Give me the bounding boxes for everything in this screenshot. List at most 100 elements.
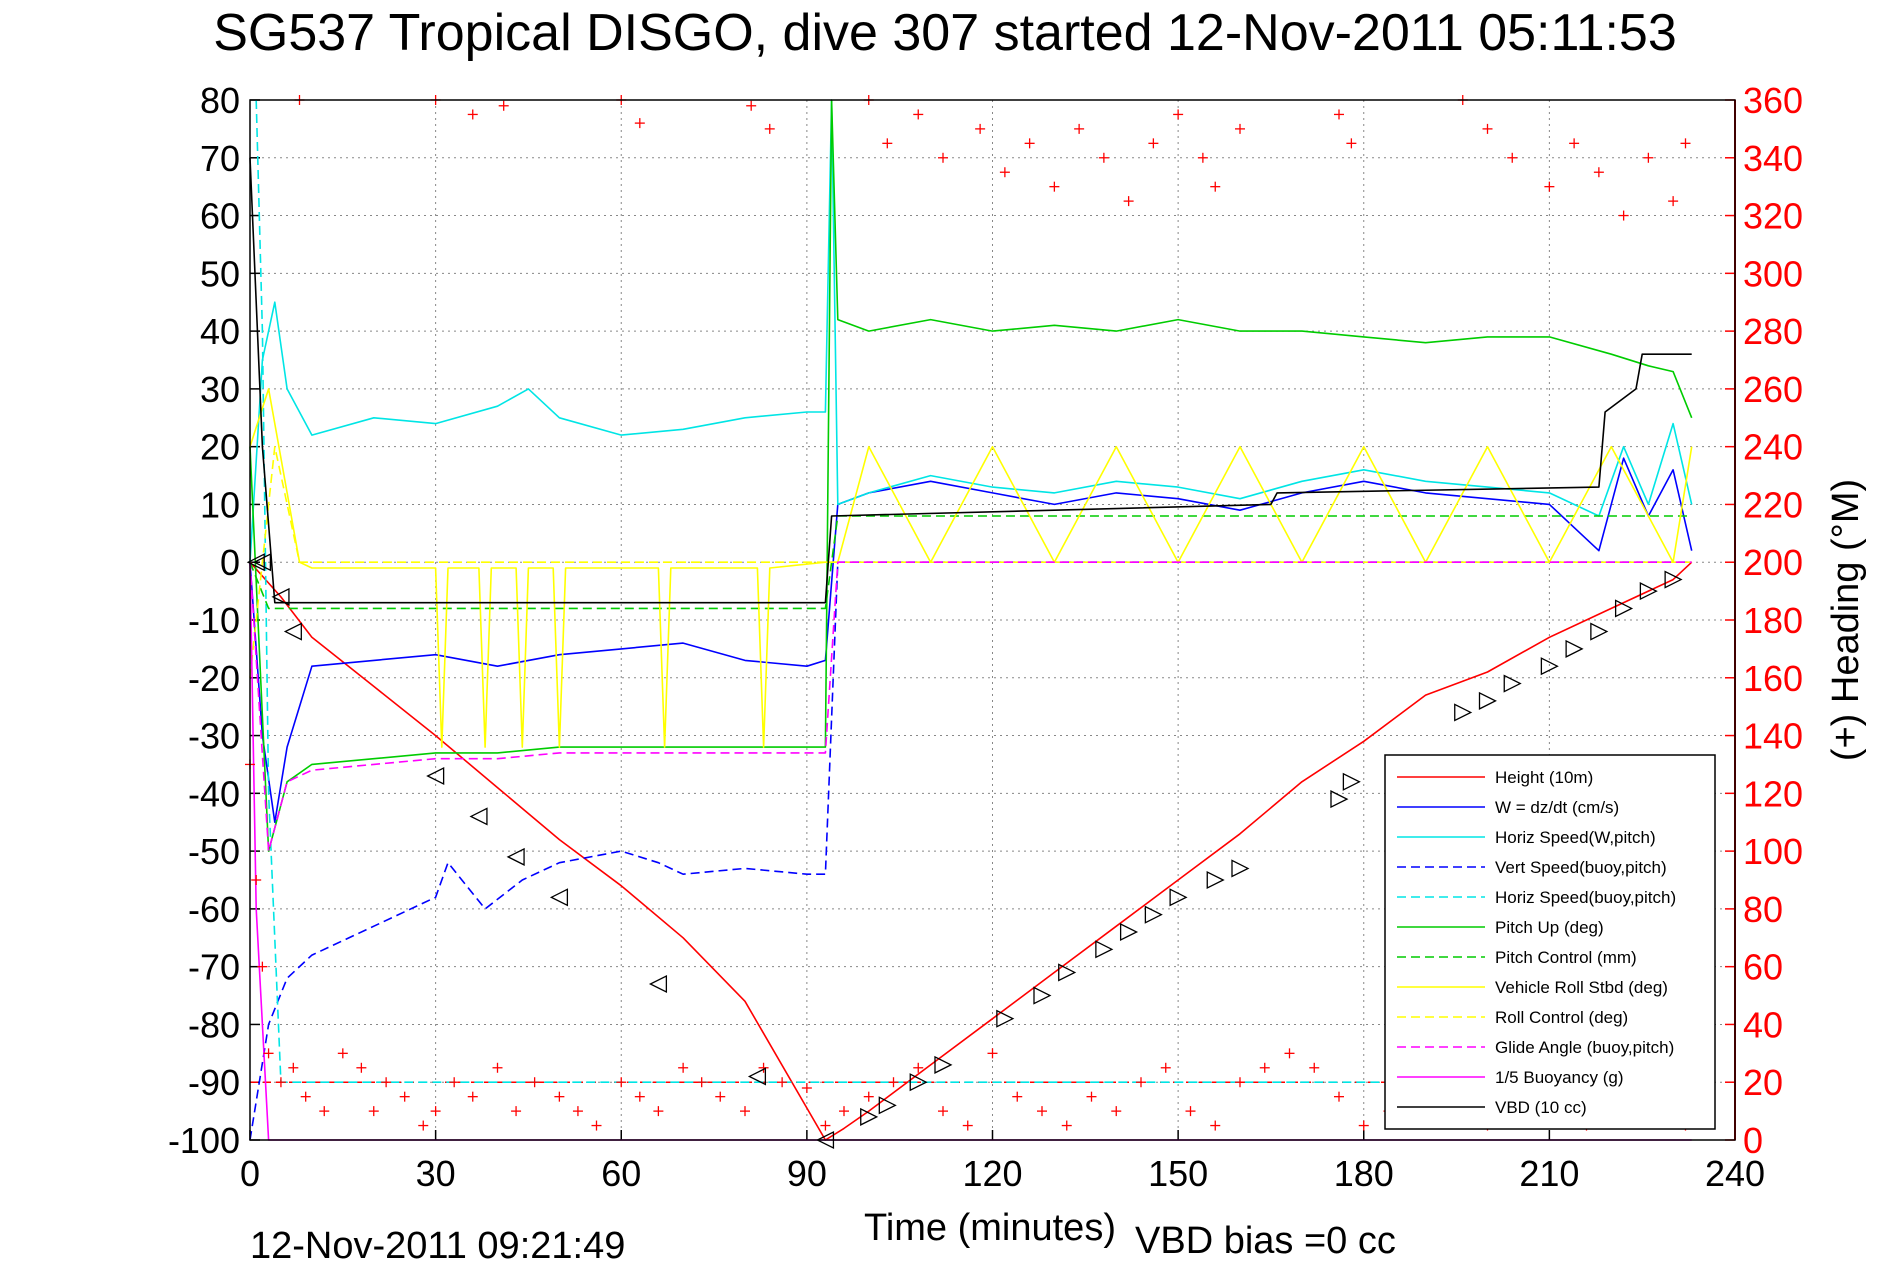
heading-point [1098,152,1109,163]
plot-frame [249,99,1736,1141]
x-tick-label: 210 [1519,1153,1579,1194]
series-line-glide-angle-buoy-pitch [249,561,1692,852]
depth-marker [1540,657,1559,676]
y-left-tick-label: -40 [188,773,240,814]
heading-point [1668,196,1679,207]
heading-point [1680,138,1691,149]
depth-marker [246,553,265,572]
y-right-tick-label: 320 [1743,196,1803,237]
legend-label: Pitch Up (deg) [1495,918,1604,937]
depth-marker [909,1073,928,1092]
depth-marker [252,553,272,572]
heading-point [1173,109,1184,120]
series-line-horiz-speed-w-pitch [249,99,1693,563]
marker-layer [246,553,1683,1150]
depth-marker [1330,790,1349,809]
heading-point [529,1077,540,1088]
y-right-tick-label: 200 [1743,542,1803,583]
depth-marker [1590,622,1609,641]
legend-entry: Roll Control (deg) [1397,1008,1628,1027]
right-axis-label: (+) Heading (°M) [1825,479,1867,761]
y-right-tick-label: 120 [1743,773,1803,814]
legend-entry: Height (10m) [1397,768,1593,787]
x-tick-label: 90 [787,1153,827,1194]
heading-point [839,1106,849,1117]
heading-point [1086,1091,1097,1102]
y-left-tick-label: 40 [200,311,240,352]
chart-title: SG537 Tropical DISGO, dive 307 started 1… [213,4,1677,62]
legend-label: W = dz/dt (cm/s) [1495,798,1619,817]
y-left-tick-label: -100 [168,1120,240,1161]
heading-point [1358,1120,1369,1131]
y-right-tick-label: 240 [1743,427,1803,468]
heading-point [882,138,893,149]
y-left-tick-label: 30 [200,369,240,410]
heading-point [616,1077,627,1088]
heading-point [1334,109,1344,120]
series-line-vehicle-roll-stbd-deg [249,388,1693,748]
heading-point [591,1120,602,1131]
heading-point [1309,1062,1320,1073]
heading-point [263,1048,274,1059]
heading-point [492,1062,503,1073]
heading-point [449,1077,460,1088]
x-tick-label: 30 [416,1153,456,1194]
legend-entry: VBD (10 cc) [1397,1098,1587,1117]
legend: Height (10m) W = dz/dt (cm/s) Horiz Speed(… [1384,754,1716,1130]
y-left-tick-label: -50 [188,831,240,872]
series-line-horiz-speed-buoy-pitch [255,99,1692,1083]
heading-point [1037,1106,1047,1117]
y-left-tick-label: 10 [200,484,240,525]
depth-marker [1144,905,1163,924]
depth-marker [1342,772,1361,791]
legend-label: Height (10m) [1495,768,1593,787]
heading-point [1507,152,1518,163]
depth-marker [426,766,445,786]
heading-point [678,1062,689,1073]
heading-point [999,167,1010,178]
y-right-tick-label: 220 [1743,484,1803,525]
heading-point [319,1106,330,1117]
depth-marker [934,1055,953,1074]
heading-point [1197,152,1208,163]
legend-label: 1/5 Buoyancy (g) [1495,1068,1624,1087]
heading-point [913,1062,924,1073]
y-right-tick-label: 180 [1743,600,1803,641]
y-left-tick-label: 70 [200,138,240,179]
depth-marker [1058,963,1077,982]
y-left-tick-label: 0 [220,542,240,583]
heading-point [572,1106,583,1117]
x-tick-label: 120 [962,1153,1022,1194]
heading-point [1111,1106,1122,1117]
y-left-tick-labels: 80 70 60 50 40 30 20 10 0 -10 -20 -30 -40 -50 -60 -70 -8… [168,80,240,1161]
legend-entry: Horiz Speed(buoy,pitch) [1397,888,1676,907]
heading-point [1235,123,1245,134]
y-left-tick-label: -60 [188,889,240,930]
heading-point [1618,210,1629,221]
legend-label: Pitch Control (mm) [1495,948,1637,967]
x-tick-label: 0 [240,1153,260,1194]
heading-point [288,1062,299,1073]
x-tick-label: 180 [1334,1153,1394,1194]
heading-point [740,1106,750,1117]
heading-point [1569,138,1580,149]
heading-point [1123,196,1134,207]
heading-point [1185,1106,1196,1117]
heading-point [764,123,775,134]
depth-marker [506,847,525,866]
legend-label: VBD (10 cc) [1495,1098,1587,1117]
depth-marker [1664,570,1683,589]
y-left-tick-label: 50 [200,253,240,294]
y-right-tick-label: 280 [1743,311,1803,352]
y-left-tick-label: 20 [200,427,240,468]
footer-timestamp: 12-Nov-2011 09:21:49 [250,1225,625,1262]
heading-point [368,1106,379,1117]
heading-point [634,1091,645,1102]
y-left-tick-label: -20 [188,658,240,699]
depth-marker [1503,674,1522,693]
legend-entry: Pitch Control (mm) [1397,948,1637,967]
heading-point [863,1091,874,1102]
depth-marker [1454,703,1473,722]
legend-entry: Glide Angle (buoy,pitch) [1397,1038,1674,1057]
y-left-tick-label: 60 [200,196,240,237]
